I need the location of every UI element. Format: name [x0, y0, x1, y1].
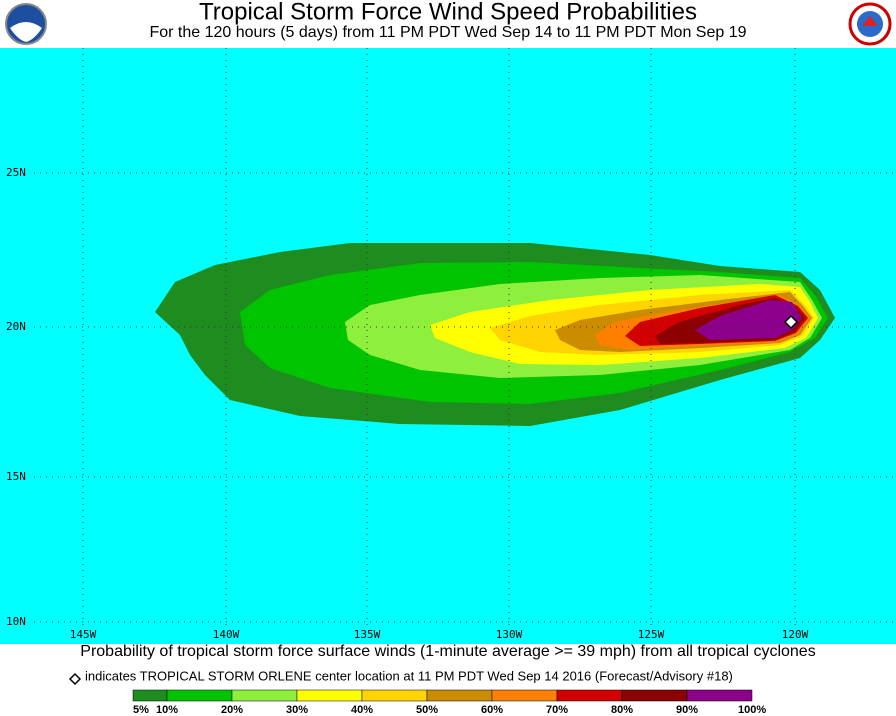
lat-label: 10N: [6, 615, 26, 628]
lon-label: 140W: [213, 628, 240, 641]
lat-label: 20N: [6, 320, 26, 333]
probability-contours: [155, 243, 835, 426]
legend-label: 20%: [221, 704, 243, 716]
lon-label: 120W: [782, 628, 809, 641]
subtitle: For the 120 hours (5 days) from 11 PM PD…: [149, 24, 746, 41]
legend-label: 100%: [738, 704, 766, 716]
lon-label: 135W: [354, 628, 381, 641]
legend-swatch: [166, 689, 233, 702]
lat-label: 25N: [6, 166, 26, 179]
lon-label: 145W: [70, 628, 97, 641]
contour: [695, 300, 802, 340]
legend-note: indicates TROPICAL STORM ORLENE center l…: [85, 668, 733, 683]
legend-swatch: [231, 689, 298, 702]
legend-label: 30%: [286, 704, 308, 716]
noaa-logo: [5, 3, 47, 45]
legend-label: 60%: [481, 704, 503, 716]
center-symbol: [68, 672, 82, 686]
legend-swatch: [556, 689, 623, 702]
legend-swatch: [686, 689, 753, 702]
legend-swatch: [426, 689, 493, 702]
nws-logo: [848, 2, 892, 46]
legend-swatch: [491, 689, 558, 702]
lat-label: 15N: [6, 470, 26, 483]
title: Tropical Storm Force Wind Speed Probabil…: [199, 0, 697, 25]
legend-label: 90%: [676, 704, 698, 716]
legend-label: 50%: [416, 704, 438, 716]
legend-swatch: [621, 689, 688, 702]
legend-swatch: [361, 689, 428, 702]
legend-label: 40%: [351, 704, 373, 716]
legend-label: 70%: [546, 704, 568, 716]
graticule: 25N 20N 15N 10N 145W 140W 135W 130W 125W 120W: [6, 48, 896, 641]
legend-swatch: [296, 689, 363, 702]
legend-label: 10%: [156, 704, 178, 716]
legend: 5% 10% 20% 30% 40% 50% 60% 70% 80% 90% 100%: [132, 689, 766, 716]
legend-swatch: [132, 689, 168, 702]
lon-label: 130W: [496, 628, 523, 641]
storm-center: [783, 314, 799, 330]
lon-label: 125W: [638, 628, 665, 641]
legend-label: 5%: [133, 704, 149, 716]
caption: Probability of tropical storm force surf…: [80, 643, 815, 660]
legend-label: 80%: [611, 704, 633, 716]
